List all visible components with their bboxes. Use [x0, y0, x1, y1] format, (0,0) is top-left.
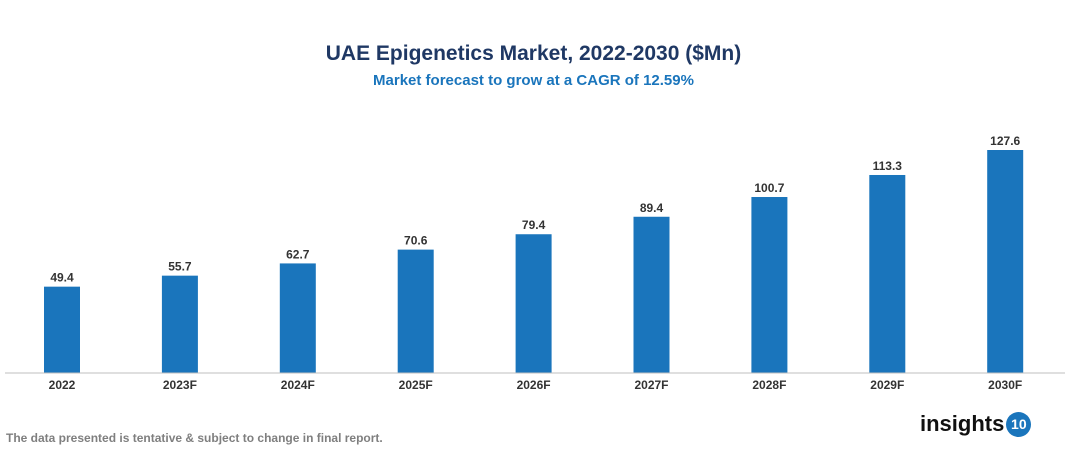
- bar-2025F: [397, 249, 434, 373]
- data-label: 55.7: [168, 260, 192, 274]
- x-tick-label: 2024F: [281, 378, 315, 392]
- data-label: 100.7: [754, 181, 784, 195]
- bar-2027F: [633, 216, 670, 373]
- data-label: 79.4: [522, 218, 546, 232]
- insights10-logo: insights 10: [920, 411, 1032, 437]
- bar-2028F: [751, 197, 788, 373]
- x-tick-label: 2029F: [870, 378, 904, 392]
- data-label: 89.4: [640, 201, 664, 215]
- bar-2024F: [279, 263, 316, 373]
- logo-text: insights: [920, 411, 1005, 436]
- data-label: 70.6: [404, 234, 428, 248]
- bar-2030F: [987, 150, 1024, 373]
- chart-title: UAE Epigenetics Market, 2022-2030 ($Mn): [325, 42, 742, 65]
- x-tick-label: 2028F: [752, 378, 786, 392]
- bar-2029F: [869, 174, 906, 373]
- bar-2026F: [515, 234, 552, 373]
- footnote: The data presented is tentative & subjec…: [6, 431, 383, 445]
- data-label: 49.4: [50, 271, 74, 285]
- data-label: 127.6: [990, 134, 1020, 148]
- x-tick-label: 2026F: [517, 378, 551, 392]
- data-label: 113.3: [873, 159, 903, 173]
- bar-2022: [44, 286, 80, 373]
- chart-subtitle: Market forecast to grow at a CAGR of 12.…: [373, 72, 694, 89]
- x-tick-label: 2027F: [634, 378, 668, 392]
- logo-badge: 10: [1006, 411, 1032, 437]
- x-tick-label: 2022: [49, 378, 76, 392]
- data-label: 62.7: [286, 247, 310, 261]
- x-tick-label: 2025F: [399, 378, 433, 392]
- x-tick-label: 2030F: [988, 378, 1022, 392]
- bar-2023F: [161, 275, 198, 373]
- x-tick-label: 2023F: [163, 378, 197, 392]
